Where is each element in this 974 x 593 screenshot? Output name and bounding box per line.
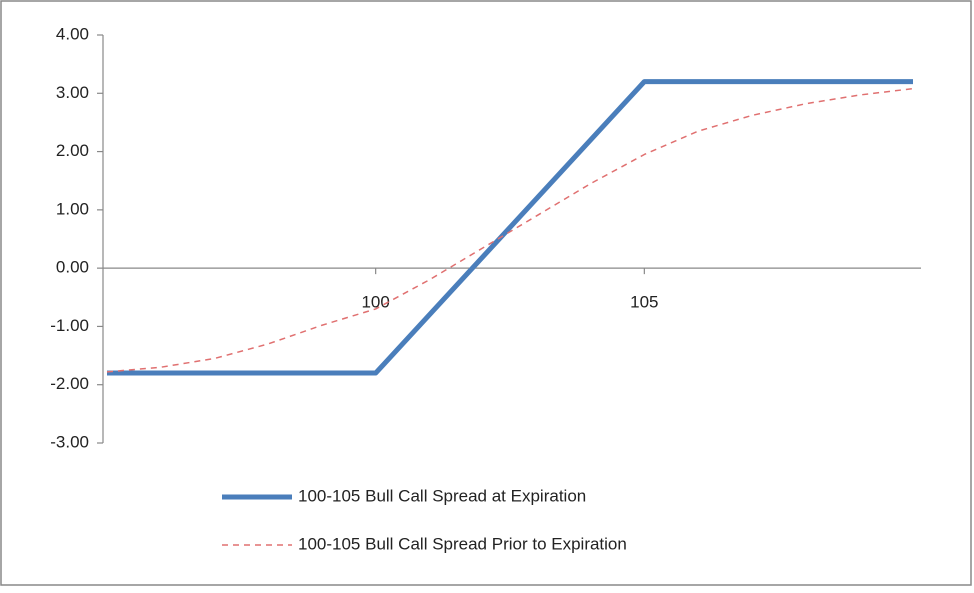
x-tick-label: 105 — [630, 293, 658, 312]
y-tick-label: -2.00 — [50, 374, 89, 393]
y-tick-label: -3.00 — [50, 432, 89, 451]
y-tick-label: 4.00 — [56, 24, 89, 43]
y-tick-label: 0.00 — [56, 258, 89, 277]
series-line — [107, 79, 913, 376]
series-line — [106, 87, 914, 373]
legend-label: 100-105 Bull Call Spread Prior to Expira… — [298, 534, 627, 553]
x-tick-label: 100 — [361, 293, 389, 312]
y-tick-label: 3.00 — [56, 83, 89, 102]
y-tick-label: 1.00 — [56, 199, 89, 218]
y-tick-label: -1.00 — [50, 316, 89, 335]
legend-label: 100-105 Bull Call Spread at Expiration — [298, 486, 586, 505]
y-tick-label: 2.00 — [56, 141, 89, 160]
